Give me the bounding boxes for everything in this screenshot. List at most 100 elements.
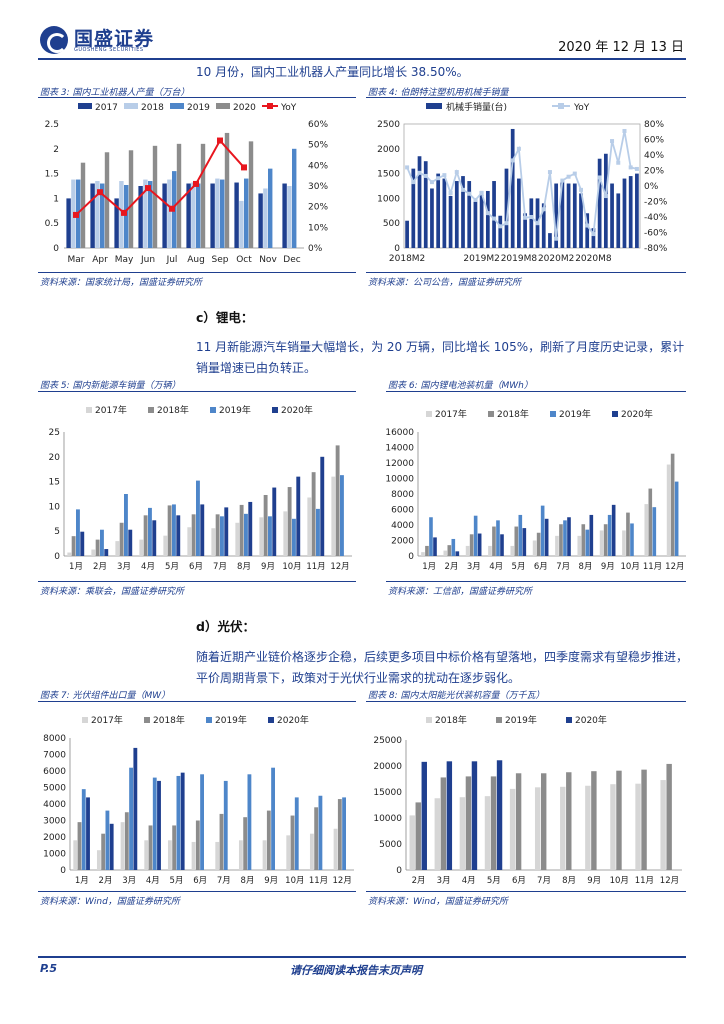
chart7-bar xyxy=(167,840,172,870)
chart5-bar xyxy=(263,494,268,556)
chart3-legend-label: 2019 xyxy=(187,103,210,113)
report-date: 2020 年 12 月 13 日 xyxy=(558,40,684,55)
chart4-yoy-marker xyxy=(442,173,447,178)
chart3-bar xyxy=(162,183,167,248)
chart4-xtick-label: 2018M2 xyxy=(389,254,425,264)
chart8-xtick-label: 3月 xyxy=(437,876,451,886)
chart4-yoy-marker xyxy=(436,176,441,181)
chart7-bar xyxy=(133,747,138,870)
chart3-bar xyxy=(176,143,182,248)
chart6-bar xyxy=(577,535,582,556)
chart5-bar xyxy=(148,507,152,556)
chart3-yoy-marker xyxy=(121,209,127,216)
chart4-bar xyxy=(622,178,627,248)
chart4-bar xyxy=(579,193,583,248)
chart3-legend-swatch xyxy=(78,103,92,109)
chart7-xtick-label: 5月 xyxy=(170,876,184,886)
chart7-bar xyxy=(309,833,314,870)
chart3-y2tick-label: 60% xyxy=(308,120,328,130)
chart4-yoy-marker xyxy=(504,221,509,226)
chart7-xtick-label: 7月 xyxy=(217,876,231,886)
chart4-bar xyxy=(467,181,472,248)
chart5-bottom-rule xyxy=(38,581,356,582)
chart7-bar xyxy=(191,841,196,870)
chart5-ytick-label: 20 xyxy=(49,453,61,463)
chart3-ytick-label: 1 xyxy=(53,194,59,204)
chart5-legend-label: 2020年 xyxy=(281,404,313,416)
chart4-yoy-marker xyxy=(554,236,559,241)
chart4-y2tick-label: 0% xyxy=(644,182,659,192)
chart8-bar xyxy=(540,773,547,870)
chart5-ytick-label: 0 xyxy=(54,552,60,562)
chart3-bar xyxy=(248,141,254,248)
chart5-ytick-label: 5 xyxy=(54,527,60,537)
chart7-bar xyxy=(109,823,114,870)
chart3-bar xyxy=(224,132,230,248)
chart8-ytick-label: 15000 xyxy=(373,788,402,798)
chart5-bar xyxy=(248,501,253,556)
chart8-xtick-label: 12月 xyxy=(660,876,679,886)
chart6-bar xyxy=(544,518,549,556)
chart5-bar xyxy=(163,535,168,556)
chart6-bottom-rule xyxy=(386,581,686,582)
chart5-legend-label: 2017年 xyxy=(95,404,127,416)
chart5-bar xyxy=(320,456,325,556)
chart6-legend-label: 2017年 xyxy=(435,408,467,420)
chart6-bar xyxy=(630,523,634,556)
chart6-bar xyxy=(425,545,429,556)
chart5-xtick-label: 2月 xyxy=(93,562,107,572)
chart4-yoy-marker xyxy=(417,170,422,175)
chart4-yoy-marker xyxy=(597,175,602,180)
chart7-xtick-label: 3月 xyxy=(122,876,136,886)
chart7-bottom-rule xyxy=(38,891,356,892)
chart5-bar xyxy=(307,497,312,556)
chart5-bar xyxy=(335,445,340,556)
chart6-bar xyxy=(532,540,537,556)
chart5-bar xyxy=(224,507,229,556)
chart5-bar xyxy=(143,515,148,556)
chart8-ytick-label: 0 xyxy=(396,866,402,876)
chart6-top-rule xyxy=(386,391,686,392)
chart6-xtick-label: 2月 xyxy=(445,562,459,572)
chart8-bar xyxy=(459,797,466,870)
chart5-bar xyxy=(200,504,205,556)
chart7-bar xyxy=(271,767,276,870)
chart7-bar xyxy=(337,799,342,870)
chart4-yoy-marker xyxy=(479,190,484,195)
chart8-xtick-label: 10月 xyxy=(610,876,629,886)
chart6-bar xyxy=(518,514,523,556)
chart7-ytick-label: 7000 xyxy=(43,751,66,761)
chart5-bar xyxy=(167,505,172,556)
chart5-bar xyxy=(115,541,120,556)
chart8-xtick-label: 6月 xyxy=(512,876,526,886)
chart7-bar xyxy=(286,835,291,870)
chart3-ytick-label: 0.5 xyxy=(45,219,59,229)
chart3-yoy-marker xyxy=(193,180,199,187)
chart4-bar xyxy=(448,195,453,248)
chart4-y2tick-label: 80% xyxy=(644,120,664,130)
chart3-bar xyxy=(196,183,201,248)
chart6-xtick-label: 5月 xyxy=(512,562,526,572)
chart8-bar xyxy=(490,776,497,870)
chart4-caption: 图表 4: 伯朗特注塑机用机械手销量 xyxy=(368,88,509,98)
chart7-legend-label: 2020年 xyxy=(277,714,309,726)
chart4-bar xyxy=(566,183,571,248)
chart3-xtick-label: Jul xyxy=(166,255,178,265)
chart6-bar xyxy=(451,538,456,556)
chart7-bar xyxy=(290,815,295,870)
chart4-yoy-marker xyxy=(454,170,459,175)
chart4-bar xyxy=(523,213,527,248)
chart4-bar xyxy=(430,188,434,248)
chart3-yoy-marker xyxy=(169,205,175,212)
chart4-xtick-label: 2019M2 xyxy=(463,254,499,264)
chart3-bar xyxy=(200,143,206,248)
chart4-bar xyxy=(529,198,534,248)
chart4-y2tick-label: 60% xyxy=(644,136,664,146)
chart6-bar xyxy=(607,514,612,556)
chart6-bar xyxy=(429,517,433,556)
chart4-top-rule xyxy=(366,97,686,98)
chart4-bar xyxy=(616,193,621,248)
chart6-source: 资料来源：工信部，国盛证券研究所 xyxy=(388,587,533,597)
chart4-yoy-line xyxy=(406,130,638,239)
chart8-xtick-label: 4月 xyxy=(462,876,476,886)
